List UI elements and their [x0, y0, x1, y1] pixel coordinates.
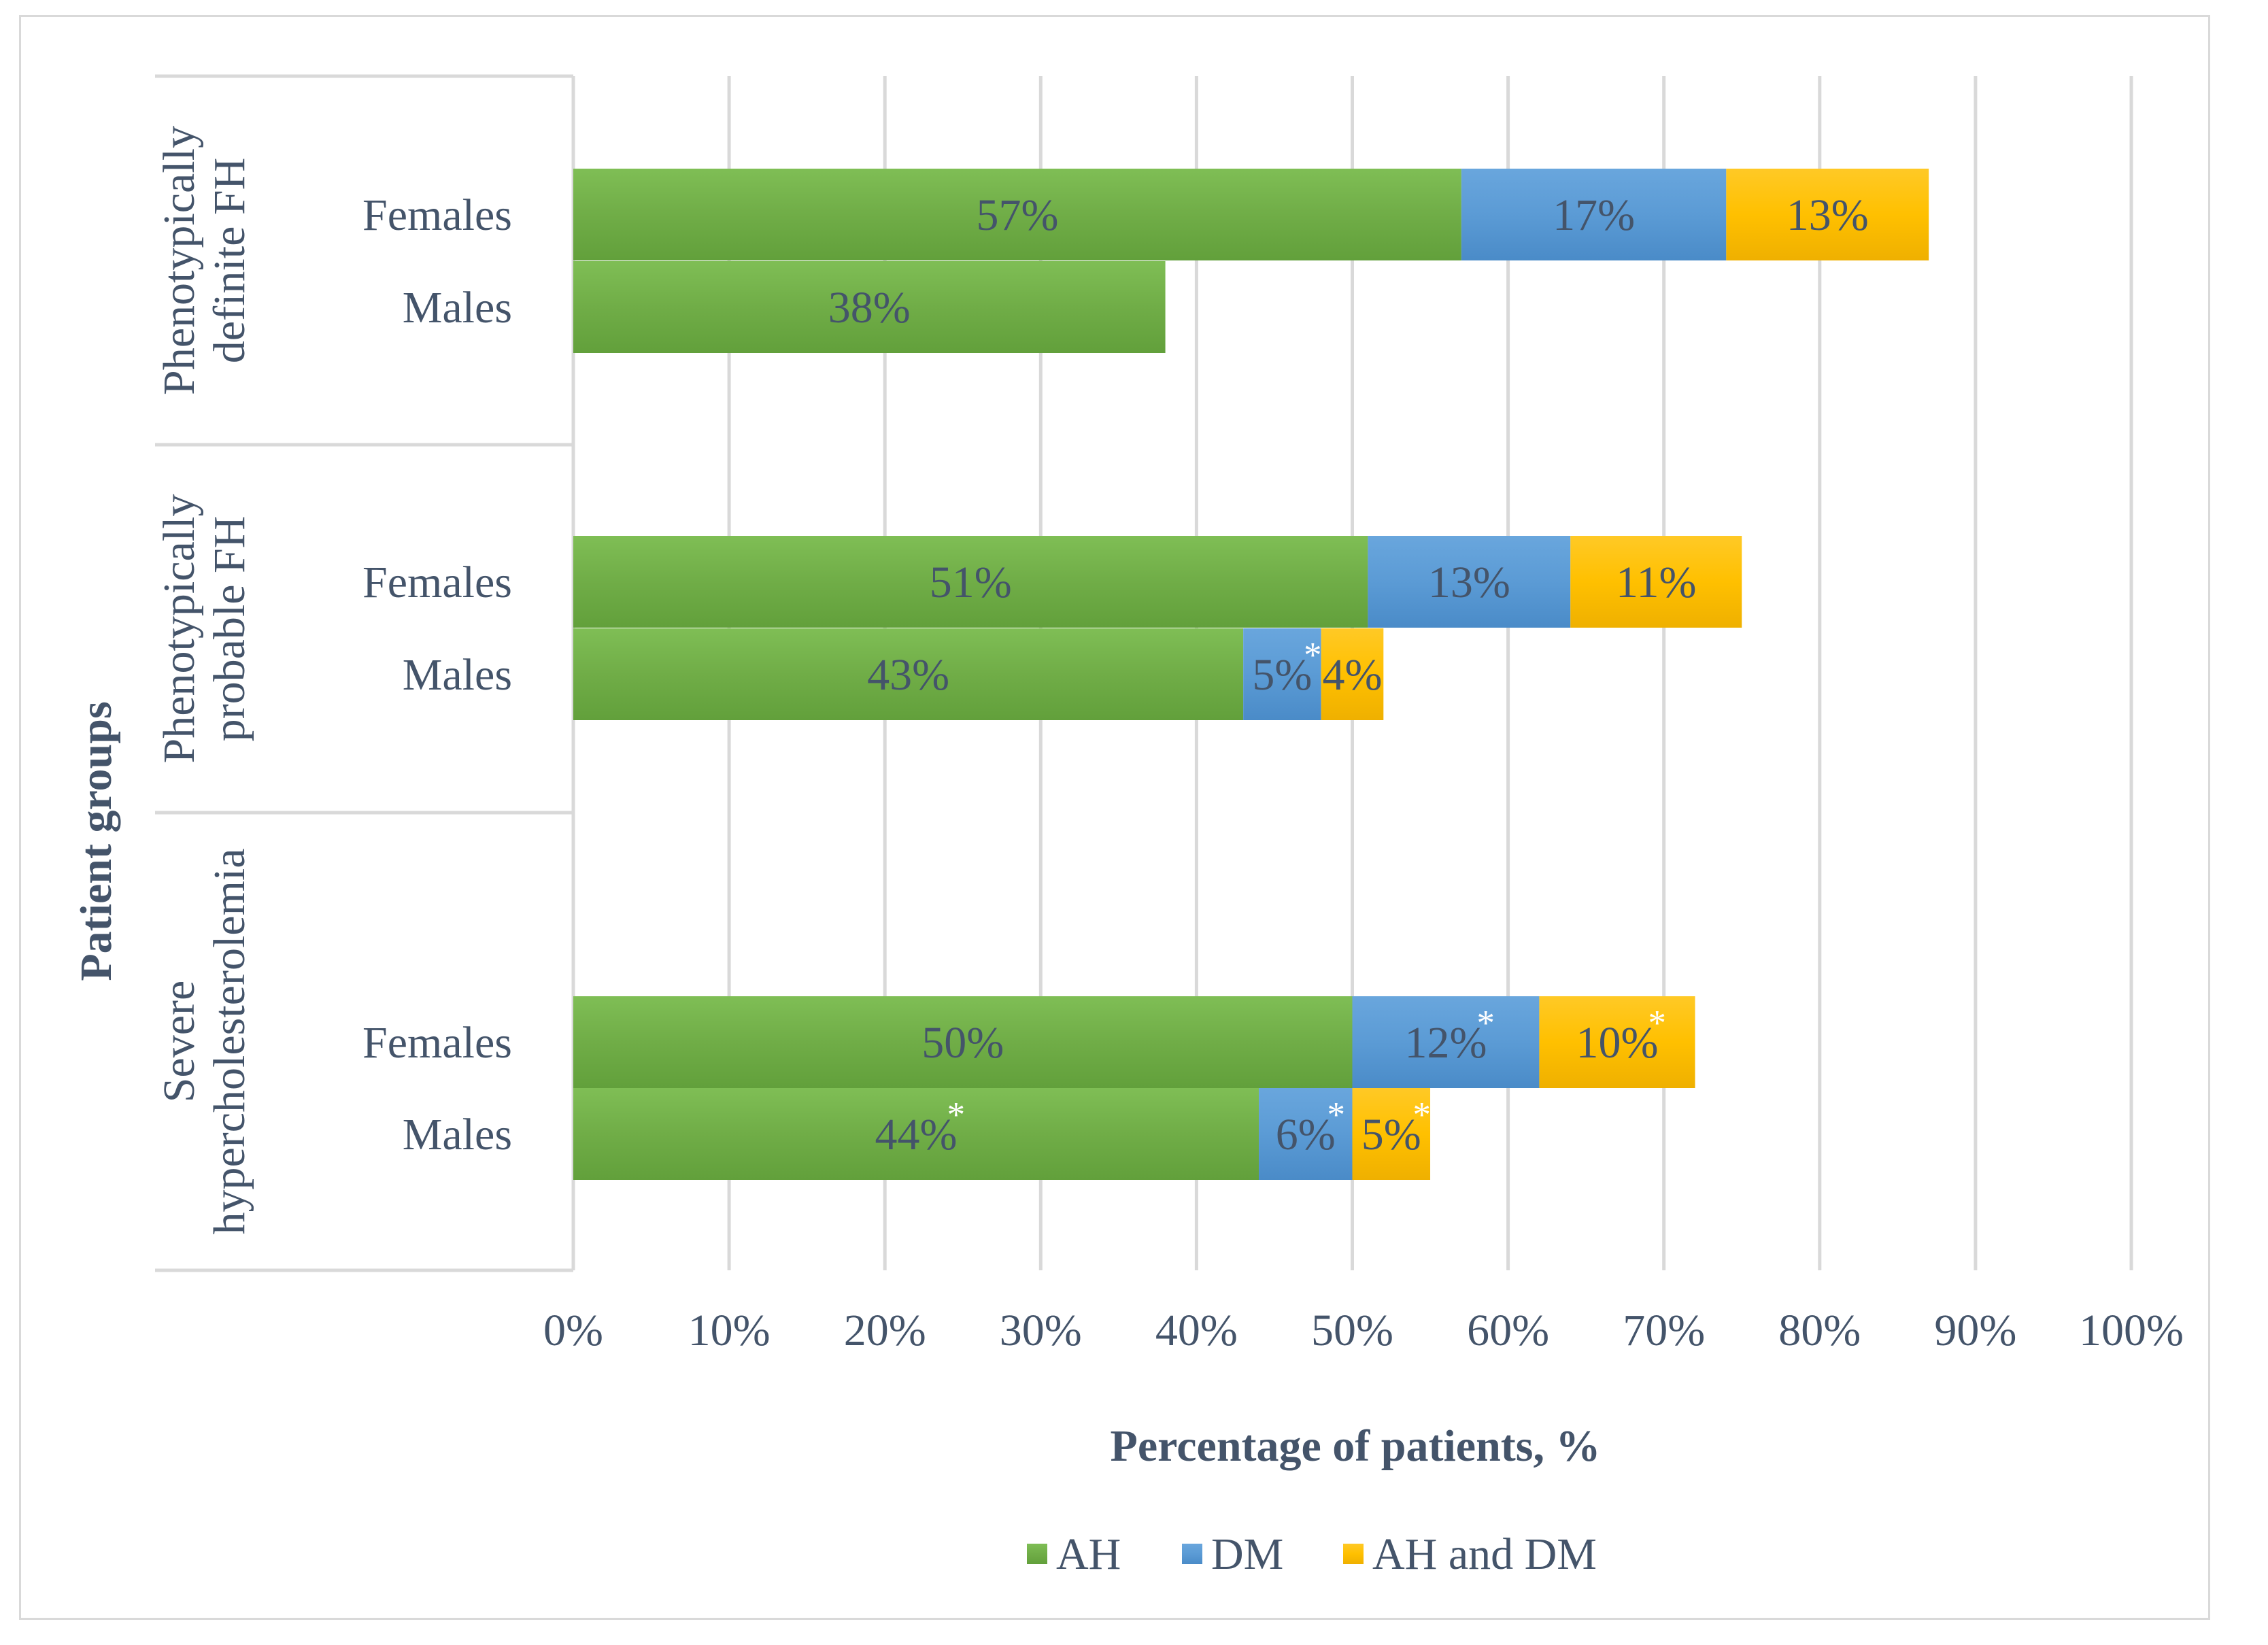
bar-segment-ah-and-dm — [1352, 1088, 1431, 1180]
significance-asterisk: * — [1327, 1096, 1344, 1135]
data-label: 13% — [1787, 190, 1869, 240]
bar-segment-dm — [1259, 1088, 1353, 1180]
bar-segment-dm — [1352, 996, 1540, 1088]
data-label: 51% — [930, 558, 1012, 607]
data-label: 17% — [1553, 190, 1635, 240]
x-tick-label: 80% — [1778, 1306, 1861, 1355]
legend-label: AH — [1056, 1529, 1121, 1579]
significance-asterisk: * — [1304, 636, 1321, 675]
legend-swatch — [1027, 1544, 1047, 1564]
x-axis-title: Percentage of patients, % — [1111, 1421, 1601, 1471]
x-tick-label: 40% — [1155, 1306, 1238, 1355]
data-label: 44% — [875, 1110, 958, 1159]
bar-segment-dm — [1461, 169, 1727, 260]
x-tick-label: 60% — [1467, 1306, 1549, 1355]
data-labels: 57% 17% 13%38%51% 13% 11%43% 5%* 4%50% 12%* 10%*… — [828, 190, 1869, 1159]
bar-segment-ah — [573, 628, 1244, 720]
x-tick-label: 50% — [1311, 1306, 1393, 1355]
group-label: Phenotypicallydefinite FH — [154, 126, 254, 395]
data-label: 50% — [921, 1018, 1004, 1068]
row-label: Females — [362, 558, 512, 607]
significance-asterisk: * — [1648, 1004, 1666, 1043]
legend-label: DM — [1211, 1529, 1283, 1579]
group-label: Phenotypicallyprobable FH — [154, 494, 254, 764]
bar-segment-ah — [573, 169, 1461, 260]
data-label: 38% — [828, 283, 911, 333]
bar-segment-ah — [573, 536, 1368, 628]
bar-segment-ah-and-dm — [1539, 996, 1695, 1088]
x-tick-label: 20% — [844, 1306, 926, 1355]
data-label: 57% — [976, 190, 1058, 240]
data-label: 6% — [1276, 1110, 1336, 1159]
data-label: 43% — [867, 650, 949, 700]
row-label: Males — [403, 1110, 512, 1159]
bar-segment-ah — [573, 996, 1353, 1088]
bar-segment-ah-and-dm — [1726, 169, 1929, 260]
x-tick-label: 90% — [1934, 1306, 2016, 1355]
data-label: 12% — [1404, 1018, 1487, 1068]
x-tick-label: 10% — [688, 1306, 771, 1355]
row-label: Females — [362, 1018, 512, 1068]
data-label: 13% — [1428, 558, 1510, 607]
legend-swatch — [1343, 1544, 1364, 1564]
significance-asterisk: * — [1412, 1096, 1430, 1135]
row-label: Males — [403, 650, 512, 700]
legend-swatch — [1182, 1544, 1202, 1564]
data-label: 11% — [1616, 558, 1697, 607]
bar-segment-ah-and-dm — [1570, 536, 1742, 628]
data-label: 10% — [1576, 1018, 1658, 1068]
x-tick-label: 0% — [543, 1306, 603, 1355]
x-tick-labels: 0% 10% 20% 30% 40% 50% 60% 70% 80% 90% 100% — [543, 1306, 2184, 1355]
bar-segment-ah — [573, 1088, 1259, 1180]
row-label: Females — [362, 190, 512, 240]
group-label: Severehypercholesterolemia — [154, 848, 254, 1234]
data-label: 5% — [1252, 650, 1312, 700]
bar-segment-dm — [1368, 536, 1571, 628]
x-tick-label: 100% — [2079, 1306, 2184, 1355]
significance-asterisk: * — [947, 1096, 965, 1135]
bar-segment-ah-and-dm — [1321, 628, 1384, 720]
x-tick-label: 70% — [1623, 1306, 1705, 1355]
bars — [573, 169, 1929, 1180]
row-label: Males — [403, 283, 512, 333]
bar-segment-ah — [573, 261, 1166, 353]
x-tick-label: 30% — [1000, 1306, 1082, 1355]
category-axis: Phenotypicallydefinite FH Females Males Phe… — [154, 74, 575, 1272]
bar-segment-dm — [1243, 628, 1321, 720]
significance-asterisk: * — [1477, 1004, 1495, 1043]
y-axis-title: Patient groups — [71, 701, 121, 981]
legend: AH DM AH and DM — [1027, 1529, 1597, 1579]
data-label: 4% — [1323, 650, 1383, 700]
data-label: 5% — [1361, 1110, 1421, 1159]
legend-label: AH and DM — [1372, 1529, 1597, 1579]
